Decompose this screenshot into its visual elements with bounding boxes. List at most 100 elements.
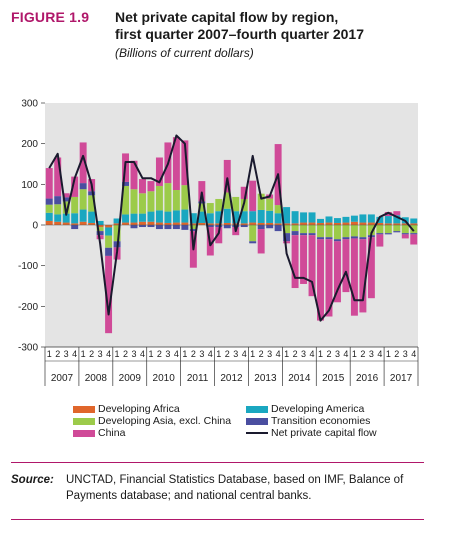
bar-series-0-q-25 <box>257 222 265 225</box>
bar-series-0-q-19 <box>206 223 214 225</box>
year-label-2012: 2012 <box>220 373 243 384</box>
bar-series-1-q-4 <box>79 209 87 222</box>
bar-series-2-q-9 <box>122 185 130 215</box>
legend-label-china: China <box>98 427 126 439</box>
bar-series-2-q-7 <box>105 235 113 248</box>
quarter-label-40: 1 <box>386 349 391 359</box>
bar-series-3-q-4 <box>79 183 87 190</box>
bar-series-3-q-25 <box>257 225 265 230</box>
bar-series-2-q-19 <box>206 203 214 214</box>
bar-series-2-q-25 <box>257 193 265 210</box>
quarter-label-5: 2 <box>89 349 94 359</box>
source-text: UNCTAD, Financial Statistics Database, b… <box>66 474 404 502</box>
chart-title-line-1: Net private capital flow by region, <box>115 9 339 25</box>
quarter-label-18: 3 <box>199 349 204 359</box>
bar-series-4-q-15 <box>172 137 180 191</box>
bar-series-0-q-11 <box>139 221 146 225</box>
quarter-label-14: 3 <box>165 349 170 359</box>
bar-series-1-q-22 <box>232 211 240 224</box>
bar-series-1-q-23 <box>240 211 248 224</box>
source-divider-top <box>11 462 424 463</box>
bar-series-4-q-12 <box>147 181 155 192</box>
bar-series-0-q-30 <box>300 222 308 225</box>
bar-series-4-q-29 <box>291 235 299 289</box>
bar-series-1-q-40 <box>384 216 392 224</box>
bar-series-3-q-9 <box>122 181 130 186</box>
bar-series-0-q-7 <box>105 225 113 228</box>
bar-series-3-q-18 <box>198 201 206 204</box>
bar-series-3-q-5 <box>88 191 96 196</box>
quarter-label-22: 3 <box>233 349 238 359</box>
bar-series-0-q-9 <box>122 222 130 225</box>
bar-series-3-q-26 <box>266 225 274 229</box>
bar-series-4-q-34 <box>333 241 341 303</box>
bar-series-3-q-31 <box>308 233 316 236</box>
quarter-label-13: 2 <box>157 349 162 359</box>
bar-series-4-q-33 <box>325 239 333 317</box>
bar-series-2-q-22 <box>232 196 240 212</box>
bar-series-2-q-31 <box>308 225 316 234</box>
bar-series-0-q-20 <box>215 223 223 225</box>
quarter-label-10: 3 <box>132 349 137 359</box>
bar-series-1-q-1 <box>54 214 62 222</box>
bar-series-2-q-4 <box>79 189 87 210</box>
legend-item-developing-asia: Developing Asia, excl. China <box>73 415 231 427</box>
bar-series-3-q-7 <box>105 247 113 256</box>
net-flow-line <box>48 134 415 322</box>
bar-series-2-q-30 <box>300 225 308 234</box>
bar-series-4-q-23 <box>240 186 248 199</box>
y-tick-label-300: 300 <box>21 99 38 110</box>
bar-series-0-q-36 <box>350 221 358 225</box>
bar-series-4-q-43 <box>410 234 418 245</box>
bar-series-1-q-11 <box>139 213 146 222</box>
bar-series-2-q-24 <box>249 225 257 242</box>
bar-series-3-q-11 <box>139 225 146 228</box>
bar-series-0-q-27 <box>274 223 282 225</box>
chart-title-line-2: first quarter 2007–fourth quarter 2017 <box>115 26 364 42</box>
legend-swatch-china <box>73 429 95 437</box>
bar-series-3-q-28 <box>283 233 291 242</box>
bar-series-1-q-39 <box>376 216 384 223</box>
quarter-label-21: 2 <box>225 349 230 359</box>
bar-series-2-q-37 <box>359 225 367 238</box>
quarter-label-42: 3 <box>403 349 408 359</box>
bar-series-3-q-12 <box>147 225 155 228</box>
bar-series-3-q-39 <box>376 233 384 235</box>
bar-series-2-q-18 <box>198 203 206 212</box>
source-note: Source: UNCTAD, Financial Statistics Data… <box>11 472 431 504</box>
bar-series-1-q-38 <box>367 214 375 223</box>
quarter-label-19: 4 <box>208 349 213 359</box>
bar-series-4-q-24 <box>249 180 257 212</box>
quarter-label-35: 4 <box>343 349 348 359</box>
bar-series-1-q-13 <box>155 210 163 223</box>
bar-series-3-q-41 <box>393 231 401 233</box>
bar-series-2-q-17 <box>189 225 197 230</box>
bar-series-2-q-5 <box>88 195 96 212</box>
bar-series-0-q-26 <box>266 222 274 225</box>
y-tick-label--300: -300 <box>18 343 38 354</box>
bar-series-2-q-13 <box>155 185 163 211</box>
quarter-label-29: 2 <box>293 349 298 359</box>
bar-series-4-q-20 <box>215 227 223 244</box>
bar-series-2-q-28 <box>283 225 291 234</box>
y-tick-label-0: 0 <box>32 221 38 232</box>
quarter-label-11: 4 <box>140 349 145 359</box>
bar-series-0-q-6 <box>96 225 104 228</box>
legend-label-transition-economies: Transition economies <box>271 415 371 427</box>
bar-series-3-q-40 <box>384 233 392 235</box>
bar-series-4-q-30 <box>300 235 308 284</box>
bar-series-2-q-21 <box>223 192 231 209</box>
bar-series-0-q-37 <box>359 222 367 225</box>
year-label-2010: 2010 <box>153 373 176 384</box>
bar-series-2-q-11 <box>139 193 146 214</box>
bar-series-1-q-26 <box>266 210 274 223</box>
bar-series-2-q-10 <box>130 189 138 214</box>
bar-series-2-q-35 <box>342 225 350 238</box>
quarter-label-2: 3 <box>64 349 69 359</box>
bar-series-0-q-42 <box>401 223 409 225</box>
bar-series-2-q-16 <box>181 185 189 210</box>
quarter-label-9: 2 <box>123 349 128 359</box>
bar-series-3-q-35 <box>342 237 350 240</box>
bar-series-0-q-29 <box>291 223 299 225</box>
